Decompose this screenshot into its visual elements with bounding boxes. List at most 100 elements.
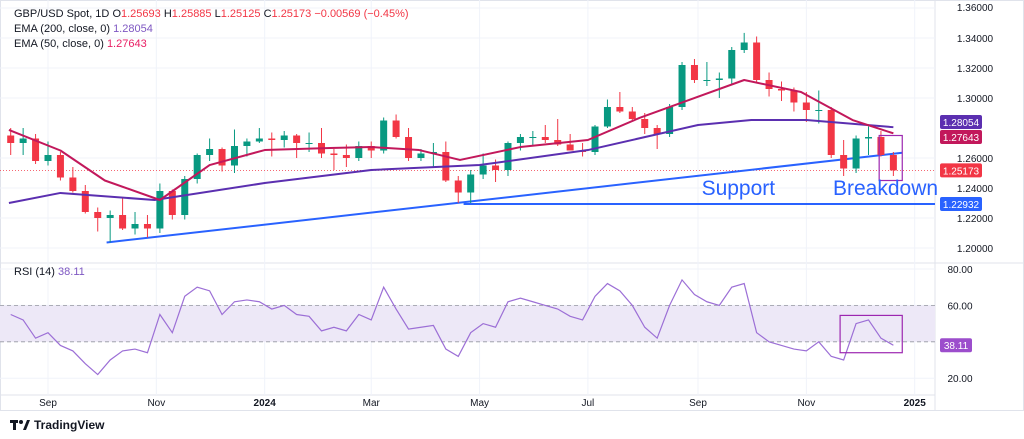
candle-body[interactable] (454, 180, 462, 193)
tradingview-logo-icon (10, 420, 30, 430)
rsi-value-tag (940, 338, 972, 353)
time-tick-label: Nov (147, 398, 165, 409)
candle-body[interactable] (367, 146, 375, 151)
candle-body[interactable] (516, 137, 524, 143)
candle-body[interactable] (181, 179, 189, 215)
candle-body[interactable] (56, 155, 64, 178)
candle-body[interactable] (392, 120, 400, 138)
rsi-line[interactable] (10, 278, 894, 376)
symbol-name[interactable]: GBP/USD Spot, 1D (14, 8, 110, 20)
ema200-line[interactable] (8, 119, 894, 204)
candle-body[interactable] (529, 137, 537, 138)
rsi-box[interactable] (839, 314, 903, 354)
candle-body[interactable] (802, 102, 810, 111)
candle-body[interactable] (280, 135, 288, 141)
candle-body[interactable] (703, 80, 711, 81)
price-tag (940, 115, 982, 129)
candle-body[interactable] (19, 138, 27, 144)
candle-body[interactable] (628, 111, 636, 120)
price-tick-label: 1.32000 (957, 64, 994, 75)
candle-body[interactable] (877, 137, 885, 155)
price-pane[interactable]: Support Breakdown (0, 32, 938, 244)
price-tick-label: 1.20000 (957, 244, 994, 255)
candle-body[interactable] (32, 138, 40, 162)
ema200-legend[interactable]: EMA (200, close, 0) 1.28054 (14, 22, 409, 37)
candle-body[interactable] (342, 155, 350, 158)
candle-body[interactable] (44, 155, 52, 161)
candle-body[interactable] (94, 212, 102, 218)
candle-body[interactable] (541, 137, 549, 140)
candle-body[interactable] (218, 149, 226, 166)
candle-body[interactable] (230, 146, 238, 166)
candle-body[interactable] (479, 165, 487, 175)
time-tick-label: Sep (689, 398, 707, 409)
grid (0, 0, 1024, 411)
price-tick-label: 1.30000 (957, 94, 994, 105)
candle-body[interactable] (355, 146, 363, 158)
price-tick-label: 1.34000 (957, 34, 994, 45)
candle-body[interactable] (492, 165, 500, 171)
candle-body[interactable] (467, 174, 475, 193)
chart-frame (0, 0, 1024, 411)
candle-body[interactable] (690, 65, 698, 80)
candle-body[interactable] (666, 107, 674, 134)
candle-body[interactable] (815, 110, 823, 111)
candle-body[interactable] (753, 42, 761, 81)
candle-body[interactable] (119, 215, 127, 229)
ema200-label: EMA (200, close, 0) (14, 23, 110, 35)
support-annotation[interactable]: Support (702, 177, 776, 200)
candle-body[interactable] (305, 143, 313, 144)
candle-body[interactable] (653, 128, 661, 134)
candle-body[interactable] (777, 89, 785, 91)
rsi-tick-label: 60.00 (947, 301, 972, 312)
candle-body[interactable] (865, 137, 873, 139)
breakdown-annotation[interactable]: Breakdown (833, 177, 938, 200)
support-trendline[interactable] (106, 151, 903, 244)
candle-body[interactable] (852, 138, 860, 169)
ema50-line[interactable] (8, 79, 894, 201)
breakdown-box[interactable] (878, 134, 903, 182)
tradingview-logo[interactable]: TradingView (10, 418, 104, 432)
candle-body[interactable] (715, 78, 723, 81)
candle-body[interactable] (790, 90, 798, 103)
candle-body[interactable] (603, 107, 611, 127)
price-tag (940, 130, 982, 144)
price-tag-label: 1.27643 (943, 133, 980, 144)
rsi-pane[interactable] (0, 278, 935, 376)
candle-body[interactable] (293, 135, 301, 144)
candle-body[interactable] (106, 215, 114, 218)
candle-body[interactable] (81, 191, 89, 212)
candle-body[interactable] (566, 144, 574, 151)
rsi-legend[interactable]: RSI (14) 38.11 (14, 265, 85, 280)
candle-body[interactable] (641, 119, 649, 128)
candle-body[interactable] (889, 155, 897, 171)
candle-body[interactable] (504, 143, 512, 170)
rsi-value: 38.11 (58, 266, 85, 278)
candle-body[interactable] (131, 224, 139, 229)
candle-body[interactable] (243, 141, 251, 147)
candle-body[interactable] (616, 107, 624, 112)
candle-body[interactable] (143, 224, 151, 229)
candle-body[interactable] (417, 153, 425, 159)
open-value: 1.25693 (121, 8, 161, 20)
ema50-legend[interactable]: EMA (50, close, 0) 1.27643 (14, 37, 409, 52)
candle-body[interactable] (827, 110, 835, 155)
candle-body[interactable] (330, 153, 338, 156)
price-tag-label: 1.25173 (943, 166, 980, 177)
candle-body[interactable] (69, 177, 77, 192)
candle-body[interactable] (728, 50, 736, 79)
candle-body[interactable] (206, 149, 214, 155)
candle-body[interactable] (7, 135, 15, 144)
candle-body[interactable] (380, 120, 388, 151)
candle-body[interactable] (840, 155, 848, 169)
candle-body[interactable] (168, 191, 176, 215)
candle-body[interactable] (156, 191, 164, 229)
candle-body[interactable] (255, 138, 263, 142)
candle-body[interactable] (193, 155, 201, 179)
candle-body[interactable] (678, 65, 686, 107)
candle-body[interactable] (268, 138, 276, 141)
candle-body[interactable] (740, 42, 748, 51)
candle-body[interactable] (405, 137, 413, 158)
candle-body[interactable] (591, 126, 599, 153)
